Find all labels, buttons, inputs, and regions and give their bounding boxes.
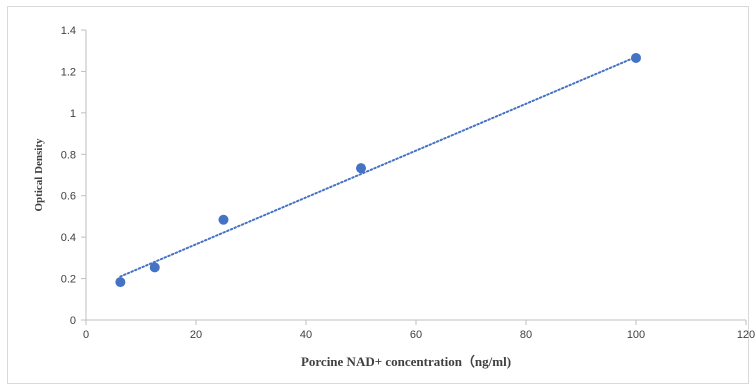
y-tick-label: 0.8 [61, 149, 76, 161]
y-tick-label: 1.2 [61, 66, 76, 78]
axes-group [81, 29, 747, 325]
y-axis-title: Optical Density [33, 138, 45, 212]
chart-frame [7, 6, 749, 384]
data-point [149, 262, 160, 273]
x-axis-title: Porcine NAD+ concentration（ng/ml) [301, 354, 511, 369]
x-tick-label: 100 [627, 329, 645, 341]
y-tick-label: 1 [70, 108, 76, 120]
x-tick-label: 60 [410, 329, 422, 341]
data-point [356, 163, 366, 174]
data-point [631, 52, 641, 63]
trendline [119, 55, 637, 278]
x-tick-label: 80 [520, 329, 532, 341]
trendline-group [119, 55, 637, 278]
x-tick-label: 0 [83, 329, 89, 341]
y-tick-label: 0.6 [61, 191, 76, 203]
x-tick-label: 120 [737, 329, 755, 341]
y-tick-label: 0.4 [61, 232, 76, 244]
data-point [218, 214, 229, 225]
y-tick-label: 0.2 [61, 274, 76, 286]
points-group [115, 52, 641, 288]
y-tick-label: 1.4 [61, 25, 76, 37]
x-tick-label: 40 [300, 329, 312, 341]
y-tick-label: 0 [70, 315, 76, 327]
tick-labels-group: 0 0.2 0.4 0.6 0.8 1 1.2 1.4 0 20 40 60 80 100 120 [61, 25, 755, 341]
x-tick-label: 20 [190, 329, 202, 341]
data-point [115, 277, 126, 288]
